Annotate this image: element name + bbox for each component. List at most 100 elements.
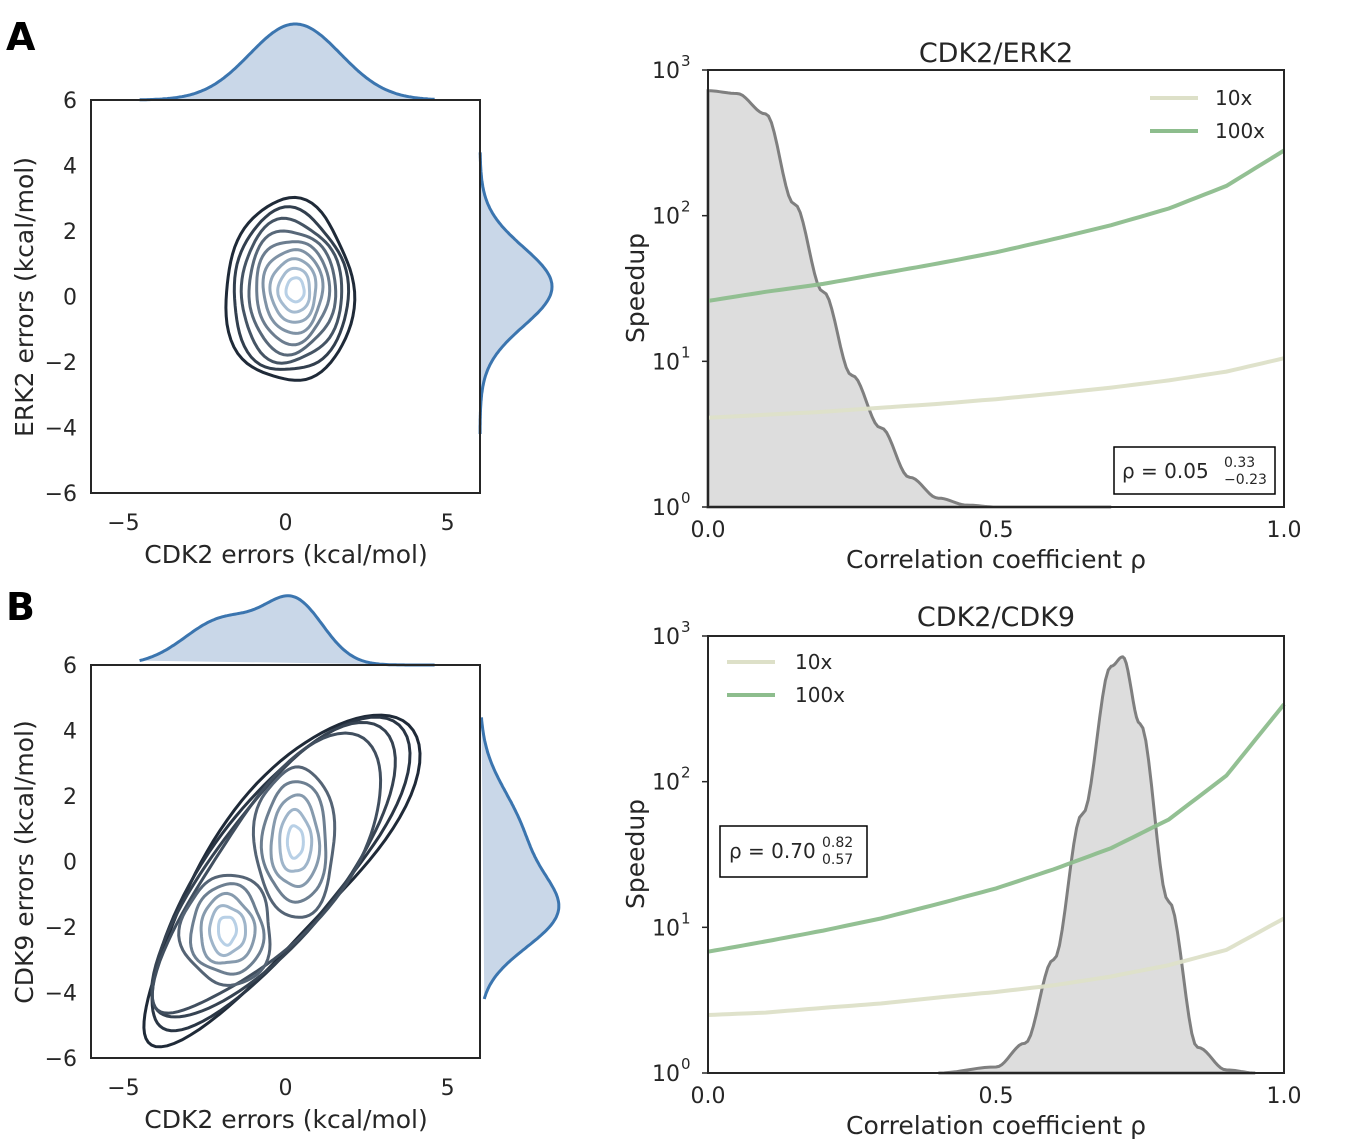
kde-contour-line [247, 229, 338, 357]
x-tick-label: 0.5 [979, 518, 1014, 543]
y-tick-exponent: 0 [681, 489, 691, 507]
kde-contour-line [268, 257, 318, 324]
y-tick-exponent: 3 [681, 52, 691, 70]
kde-contour-line [199, 891, 257, 965]
y-tick-exponent: 1 [681, 909, 691, 927]
y-tick-exponent: 3 [681, 618, 691, 636]
kde-contour-line [269, 793, 322, 888]
kde-contour-line [285, 824, 305, 860]
rho-value-a: ρ = 0.05 [1122, 459, 1209, 483]
y-tick-base: 10 [652, 771, 680, 796]
x-tick-label: 0.0 [691, 1084, 726, 1109]
posterior-density-area [706, 89, 1112, 509]
top-marginal-kde-b [139, 594, 435, 667]
kde-contour-line [177, 873, 272, 987]
y-tick-exponent: 0 [681, 1055, 691, 1073]
rho-annotation-a: ρ = 0.05 0.33 −0.23 [1113, 446, 1276, 495]
x-axis-label-speedup-a: Correlation coefficient ρ [846, 545, 1146, 574]
y-ticks-b: −6 −4 −2 0 2 4 6 [45, 654, 77, 1072]
posterior-density-area [938, 655, 1256, 1075]
kde-contour-line [224, 195, 357, 382]
y-tick-label: 2 [63, 220, 77, 245]
kde-contour-line [217, 915, 238, 947]
y-tick-exponent: 1 [681, 343, 691, 361]
x-ticks-a: −5 0 5 [107, 511, 454, 536]
y-tick-base: 10 [652, 350, 680, 375]
rho-lower-b: 0.57 [822, 852, 853, 868]
y-tick-label: −2 [45, 351, 77, 376]
panel-letter-b: B [6, 585, 35, 629]
y-tick-label: −6 [45, 1047, 77, 1072]
y-tick-label: −2 [45, 916, 77, 941]
x-tick-label: −5 [107, 511, 139, 536]
x-tick-label: 0 [279, 1076, 293, 1101]
right-marginal-kde-b [480, 717, 561, 1000]
y-tick-base: 10 [652, 205, 680, 230]
x-axis-label-a: CDK2 errors (kcal/mol) [144, 540, 427, 569]
y-tick-base: 10 [652, 1062, 680, 1087]
y-tick-label: −6 [45, 482, 77, 507]
kde-contour-line [239, 216, 344, 365]
contour-set-b [142, 713, 422, 1049]
kde-contour-line [150, 715, 412, 1033]
x-tick-label: 0 [279, 511, 293, 536]
kde-contour-line [207, 904, 247, 958]
legend-b: 10x 100x [727, 650, 845, 707]
y-tick-base: 10 [652, 625, 680, 650]
legend-label-100x: 100x [795, 683, 845, 707]
legend-a: 10x 100x [1150, 86, 1265, 143]
speedup-axes-frame-b [707, 635, 1285, 1074]
joint-plot-a: −6 −4 −2 0 2 4 6 −5 0 5 CDK2 errors (kcal/mol) E… [10, 22, 554, 569]
speedup-axes-frame-a [707, 69, 1285, 508]
plot-area-b [707, 655, 1286, 1075]
right-marginal-kde-a [478, 152, 554, 434]
kde-contour-line [259, 780, 328, 904]
y-axis-label-speedup-b: Speedup [621, 799, 650, 909]
legend-label-10x: 10x [795, 650, 832, 674]
y-tick-label: −4 [45, 982, 77, 1007]
x-axis-label-b: CDK2 errors (kcal/mol) [144, 1105, 427, 1134]
y-tick-label: 4 [63, 720, 77, 745]
y-tick-label: 6 [63, 89, 77, 114]
kde-contour-line [232, 205, 351, 371]
rho-box-a [1113, 446, 1276, 495]
y-tick-label: 2 [63, 785, 77, 810]
kde-contour-line [150, 731, 383, 1015]
y-tick-label: 6 [63, 654, 77, 679]
x-axis-label-speedup-b: Correlation coefficient ρ [846, 1111, 1146, 1140]
legend-label-10x: 10x [1215, 86, 1252, 110]
joint-plot-b: −6 −4 −2 0 2 4 6 −5 0 5 CDK2 errors (kcal/mol) C… [10, 594, 561, 1134]
y-ticks-a: −6 −4 −2 0 2 4 6 [45, 89, 77, 507]
x-tick-label: 5 [441, 511, 455, 536]
y-tick-exponent: 2 [681, 198, 691, 216]
x-tick-label: −5 [107, 1076, 139, 1101]
x-tick-label: 1.0 [1267, 518, 1302, 543]
rho-annotation-b: ρ = 0.70 0.82 0.57 [719, 825, 868, 878]
top-marginal-kde-a [139, 22, 435, 102]
y-tick-label: 4 [63, 155, 77, 180]
series-line-10x [707, 916, 1285, 1017]
rho-upper-a: 0.33 [1224, 455, 1255, 471]
chart-title-a: CDK2/ERK2 [919, 38, 1073, 69]
kde-contour-line [261, 248, 325, 335]
contour-set-a [224, 195, 357, 382]
y-axis-label-a: ERK2 errors (kcal/mol) [10, 157, 39, 437]
joint-axes-frame-a [90, 99, 481, 494]
y-axis-label-b: CDK9 errors (kcal/mol) [10, 720, 39, 1003]
y-tick-label: 0 [63, 286, 77, 311]
rho-value-b: ρ = 0.70 [729, 839, 816, 863]
y-tick-base: 10 [652, 59, 680, 84]
legend-label-100x: 100x [1215, 119, 1265, 143]
series-line-10x [707, 356, 1285, 420]
kde-contour-line [142, 713, 422, 1049]
y-tick-label: −4 [45, 417, 77, 442]
chart-title-b: CDK2/CDK9 [917, 602, 1075, 633]
joint-axes-frame-b [90, 664, 481, 1059]
y-axis-label-speedup-a: Speedup [621, 233, 650, 343]
x-tick-label: 5 [441, 1076, 455, 1101]
